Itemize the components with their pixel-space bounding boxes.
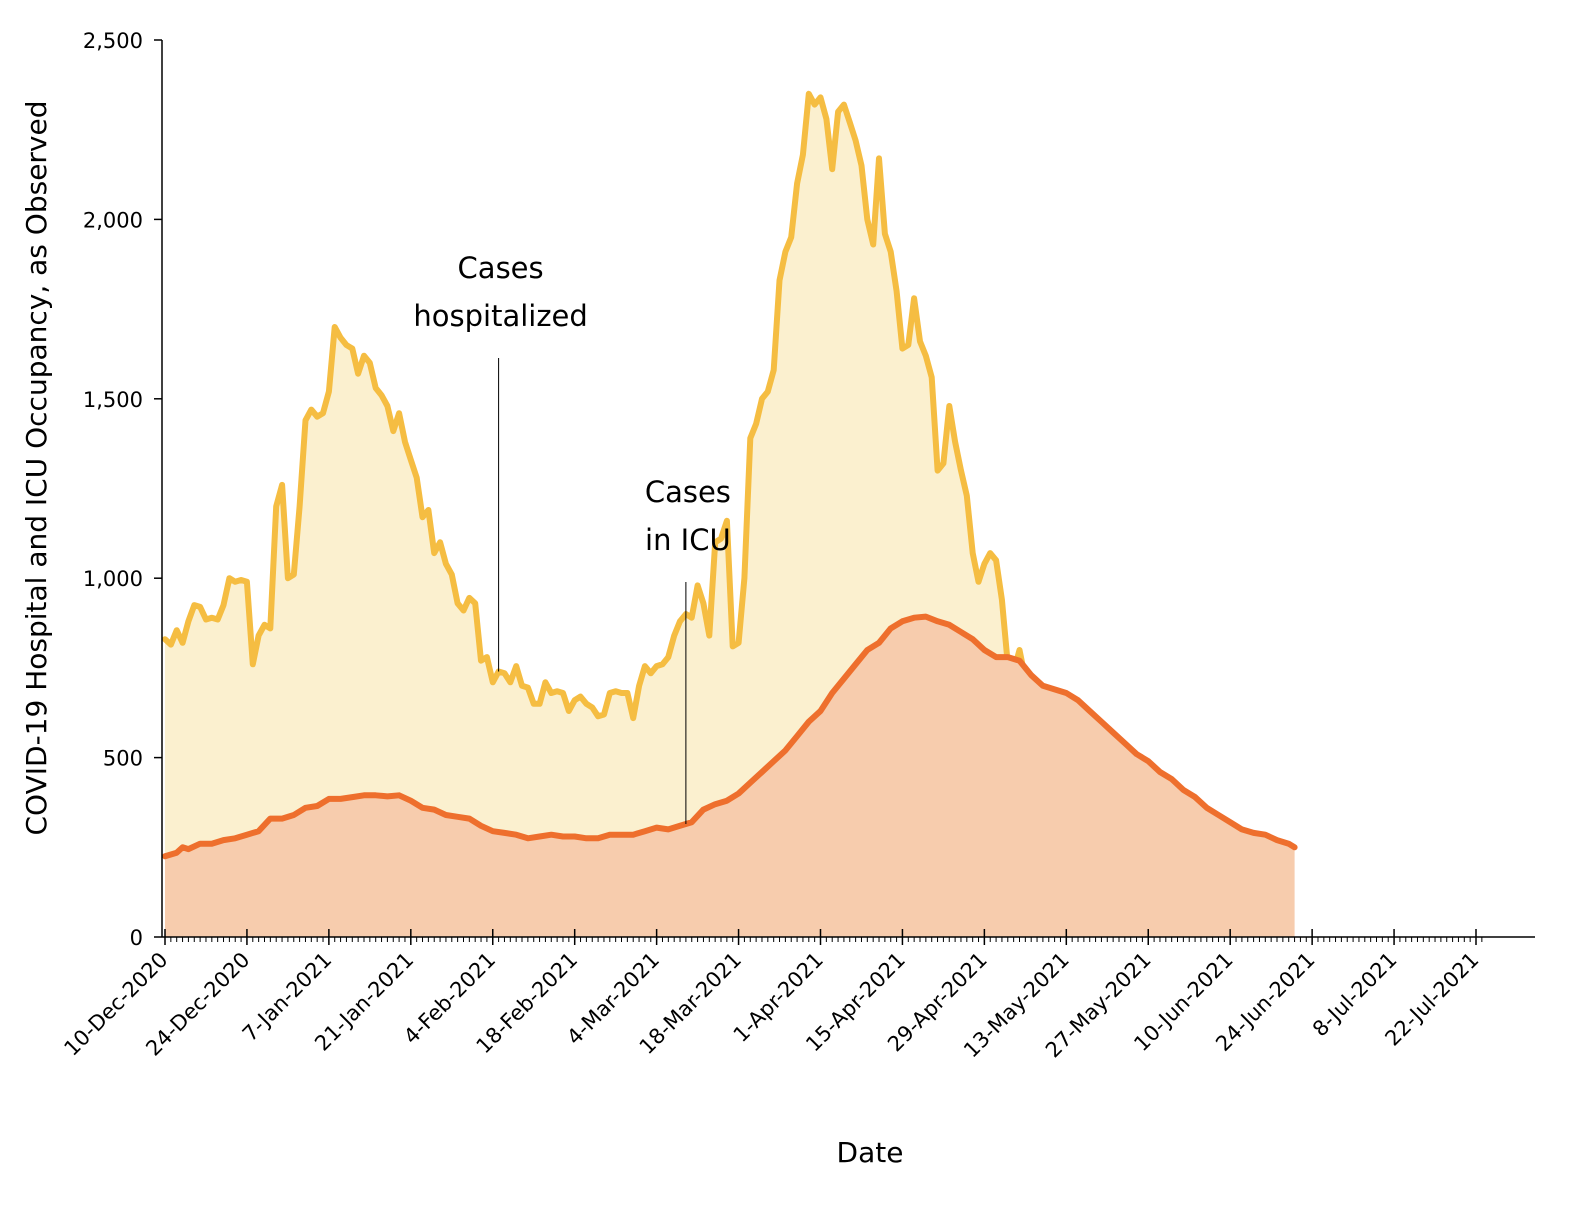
annotation-label-cases-in-icu: in ICU: [645, 523, 731, 557]
y-tick-label: 2,500: [83, 29, 143, 53]
y-tick-label: 500: [103, 747, 143, 771]
annotation-label-cases-in-icu: Cases: [645, 475, 731, 509]
axes-layer: [154, 39, 1535, 945]
series-line-cases-hospitalized: [162, 90, 1163, 851]
y-axis-title: COVID-19 Hospital and ICU Occupancy, as …: [20, 101, 53, 836]
series-area-cases-in-icu: [165, 616, 1295, 937]
series-layer: [162, 90, 1298, 938]
series-line-cases-in-icu: [162, 613, 1298, 860]
y-tick-label: 1,500: [83, 388, 143, 412]
x-axis-title: Date: [837, 1136, 904, 1169]
y-tick-label: 0: [130, 926, 143, 950]
annotation-label-cases-hospitalized: hospitalized: [413, 299, 587, 333]
annotation-label-cases-hospitalized: Cases: [458, 251, 544, 285]
y-tick-label: 2,000: [83, 208, 143, 232]
y-tick-label: 1,000: [83, 567, 143, 591]
